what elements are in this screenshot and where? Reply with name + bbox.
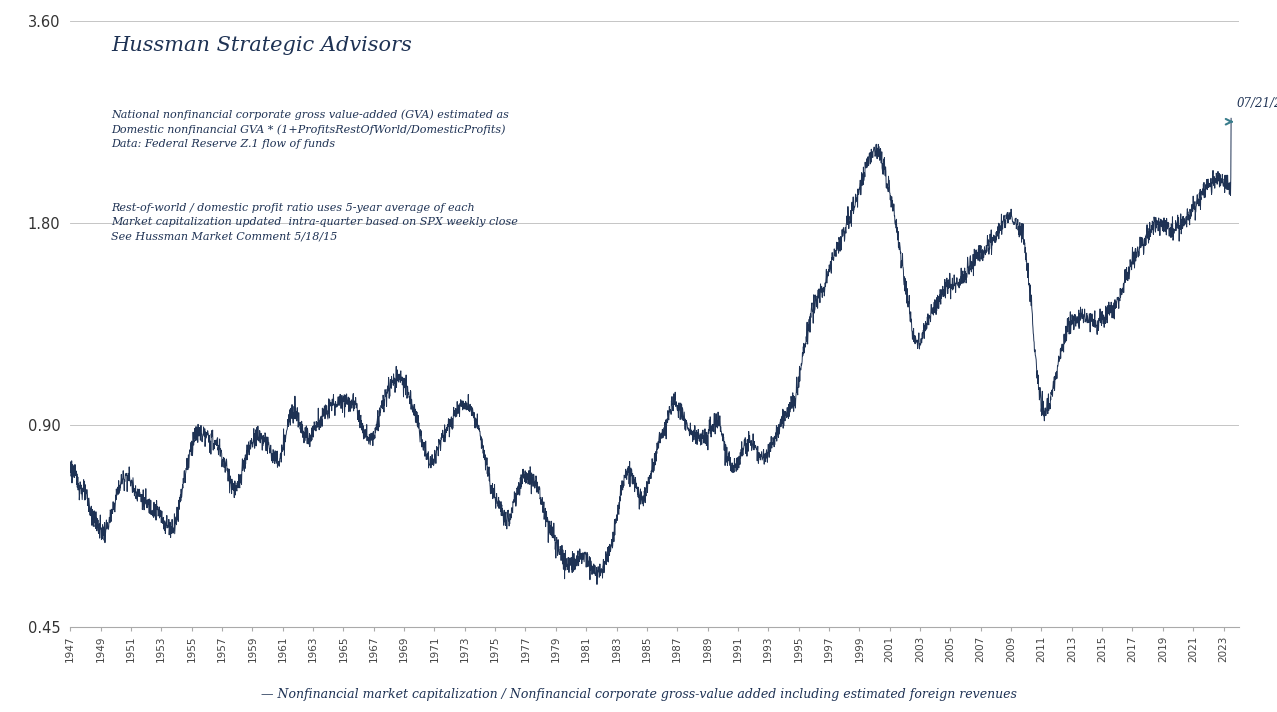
Text: Rest-of-world / domestic profit ratio uses 5-year average of each
Market capital: Rest-of-world / domestic profit ratio us… bbox=[111, 203, 518, 241]
Text: National nonfinancial corporate gross value-added (GVA) estimated as
Domestic no: National nonfinancial corporate gross va… bbox=[111, 109, 510, 150]
Text: — Nonfinancial market capitalization / Nonfinancial corporate gross-value added : — Nonfinancial market capitalization / N… bbox=[261, 689, 1016, 701]
Text: 07/21/23: 07/21/23 bbox=[1237, 98, 1277, 110]
Text: Hussman Strategic Advisors: Hussman Strategic Advisors bbox=[111, 36, 412, 56]
